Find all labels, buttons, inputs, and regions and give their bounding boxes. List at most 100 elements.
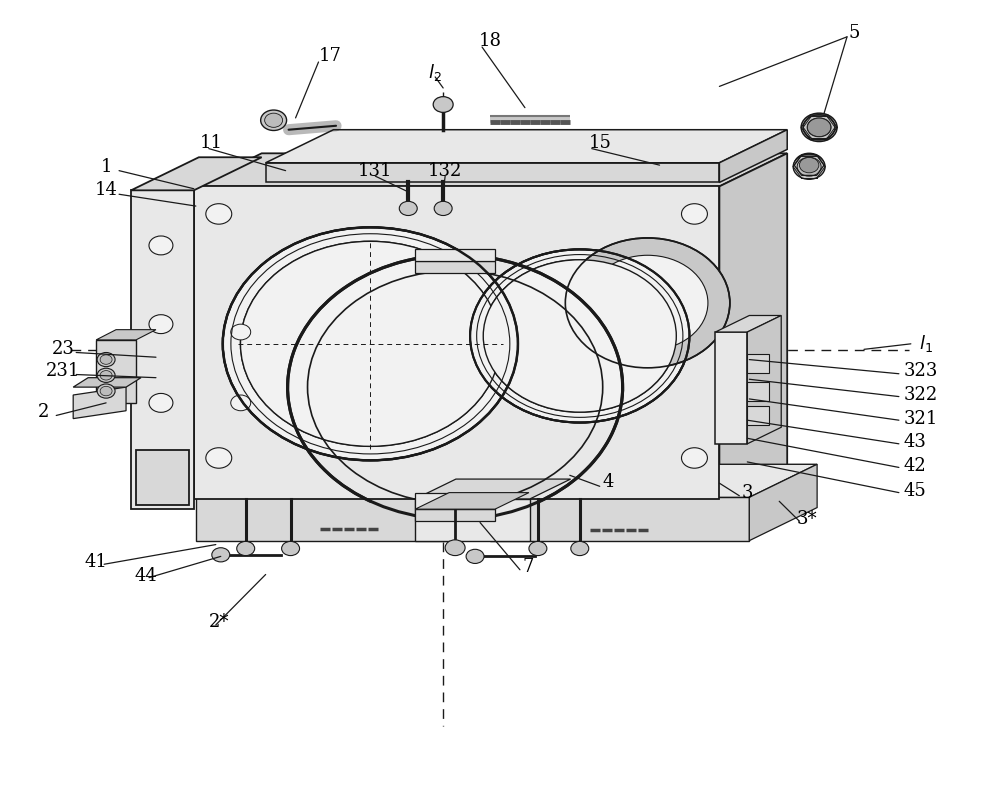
- Text: 132: 132: [428, 162, 462, 179]
- Text: 231: 231: [46, 363, 80, 380]
- Circle shape: [529, 541, 547, 555]
- Polygon shape: [747, 382, 769, 401]
- Text: 323: 323: [904, 363, 938, 380]
- Circle shape: [97, 368, 115, 382]
- Text: 44: 44: [135, 567, 157, 585]
- Polygon shape: [415, 499, 530, 540]
- Circle shape: [237, 541, 255, 555]
- Text: 41: 41: [85, 553, 108, 571]
- Text: 5: 5: [848, 24, 860, 42]
- Text: $l_1$: $l_1$: [919, 333, 933, 355]
- Text: 4: 4: [602, 472, 613, 491]
- Circle shape: [799, 157, 819, 173]
- Polygon shape: [715, 315, 781, 332]
- Polygon shape: [749, 465, 817, 540]
- Circle shape: [801, 113, 837, 141]
- Circle shape: [206, 448, 232, 468]
- Polygon shape: [415, 494, 495, 509]
- Text: 321: 321: [904, 410, 938, 427]
- Circle shape: [100, 386, 112, 396]
- Text: 42: 42: [904, 457, 927, 475]
- Text: 43: 43: [904, 433, 927, 451]
- Polygon shape: [415, 493, 529, 509]
- Text: 1: 1: [100, 158, 112, 175]
- Circle shape: [807, 118, 831, 137]
- Circle shape: [149, 236, 173, 255]
- Circle shape: [240, 241, 500, 446]
- Circle shape: [793, 154, 825, 179]
- Circle shape: [803, 115, 835, 140]
- Circle shape: [681, 448, 707, 468]
- Circle shape: [483, 260, 676, 412]
- Polygon shape: [415, 250, 495, 261]
- Polygon shape: [266, 130, 787, 163]
- Polygon shape: [266, 163, 719, 182]
- Text: 17: 17: [319, 47, 342, 66]
- Circle shape: [231, 395, 251, 411]
- Polygon shape: [136, 450, 189, 506]
- Circle shape: [466, 549, 484, 563]
- Circle shape: [399, 201, 417, 216]
- Circle shape: [149, 314, 173, 333]
- Circle shape: [97, 384, 115, 398]
- Polygon shape: [490, 498, 749, 540]
- Circle shape: [261, 110, 287, 130]
- Polygon shape: [715, 332, 747, 444]
- Circle shape: [587, 255, 708, 351]
- Polygon shape: [719, 130, 787, 182]
- Circle shape: [231, 324, 251, 340]
- Text: 322: 322: [904, 386, 938, 404]
- Polygon shape: [747, 315, 781, 444]
- Circle shape: [206, 204, 232, 224]
- Circle shape: [223, 228, 518, 461]
- Polygon shape: [194, 153, 787, 186]
- Circle shape: [433, 96, 453, 112]
- Circle shape: [565, 238, 730, 368]
- Circle shape: [445, 540, 465, 555]
- Circle shape: [571, 541, 589, 555]
- Circle shape: [240, 241, 500, 446]
- Polygon shape: [194, 186, 719, 499]
- Circle shape: [100, 355, 112, 364]
- Circle shape: [212, 547, 230, 562]
- Circle shape: [807, 118, 831, 137]
- Polygon shape: [131, 157, 262, 190]
- Text: 14: 14: [95, 182, 118, 199]
- Polygon shape: [196, 465, 523, 498]
- Circle shape: [434, 201, 452, 216]
- Polygon shape: [96, 340, 136, 403]
- Circle shape: [97, 352, 115, 367]
- Circle shape: [681, 204, 707, 224]
- Text: 2: 2: [38, 404, 49, 421]
- Text: 3: 3: [742, 484, 753, 502]
- Polygon shape: [415, 479, 571, 499]
- Polygon shape: [73, 387, 126, 419]
- Polygon shape: [415, 261, 495, 273]
- Text: 3*: 3*: [797, 510, 817, 529]
- Circle shape: [470, 250, 689, 423]
- Polygon shape: [131, 190, 194, 509]
- Text: 131: 131: [358, 162, 393, 179]
- Circle shape: [797, 157, 821, 176]
- Polygon shape: [747, 354, 769, 373]
- Polygon shape: [719, 153, 787, 499]
- Polygon shape: [96, 329, 156, 340]
- Text: 7: 7: [522, 558, 534, 576]
- Text: $l_2$: $l_2$: [428, 62, 442, 83]
- Circle shape: [265, 113, 283, 127]
- Text: 15: 15: [588, 134, 611, 152]
- Polygon shape: [415, 509, 495, 521]
- Polygon shape: [747, 406, 769, 425]
- Text: 45: 45: [904, 482, 927, 500]
- Polygon shape: [73, 378, 141, 387]
- Text: 11: 11: [199, 134, 222, 152]
- Polygon shape: [196, 498, 455, 540]
- Text: 2*: 2*: [209, 613, 229, 630]
- Circle shape: [483, 260, 676, 412]
- Polygon shape: [455, 465, 523, 540]
- Circle shape: [100, 371, 112, 380]
- Circle shape: [282, 541, 300, 555]
- Circle shape: [794, 153, 824, 177]
- Text: 18: 18: [479, 32, 502, 50]
- Circle shape: [149, 393, 173, 412]
